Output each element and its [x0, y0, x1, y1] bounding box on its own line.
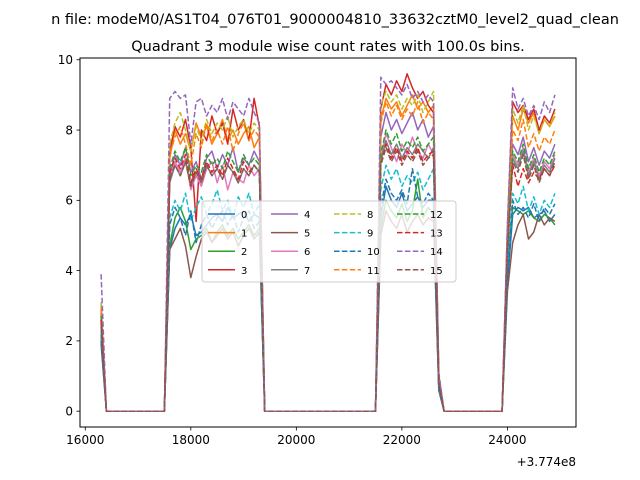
- legend-frame: [201, 200, 457, 283]
- chart-title: Quadrant 3 module wise count rates with …: [131, 39, 525, 55]
- legend-label-15: 15: [430, 266, 443, 277]
- y-tick-label: 0: [65, 404, 73, 418]
- x-tick-label: 20000: [277, 433, 315, 447]
- y-tick-label: 10: [58, 53, 73, 67]
- legend-label-8: 8: [367, 210, 373, 221]
- x-offset-label: +3.774e8: [517, 455, 576, 469]
- legend-label-3: 3: [241, 266, 247, 277]
- legend-label-11: 11: [367, 266, 380, 277]
- legend-label-1: 1: [241, 229, 247, 240]
- y-tick-label: 4: [65, 264, 73, 278]
- legend-label-5: 5: [304, 229, 310, 240]
- x-tick-label: 18000: [172, 433, 210, 447]
- y-tick-label: 6: [65, 194, 73, 208]
- legend-label-12: 12: [430, 210, 443, 221]
- x-axis: 16000 18000 20000 22000 24000: [66, 427, 526, 447]
- legend-label-14: 14: [430, 247, 443, 258]
- legend-label-10: 10: [367, 247, 380, 258]
- legend-label-4: 4: [304, 210, 310, 221]
- legend-label-2: 2: [241, 247, 247, 258]
- x-tick-label: 16000: [66, 433, 104, 447]
- plot-area: [79, 57, 577, 428]
- y-tick-label: 8: [65, 123, 73, 137]
- legend-label-6: 6: [304, 247, 310, 258]
- series-line-15: [100, 146, 556, 412]
- y-tick-label: 2: [65, 334, 73, 348]
- legend-label-9: 9: [367, 229, 373, 240]
- legend-label-0: 0: [241, 210, 247, 221]
- x-tick-label: 24000: [488, 433, 526, 447]
- series-layer: [100, 73, 556, 412]
- y-axis: 0 2 4 6 8 10: [58, 53, 80, 418]
- figure-suptitle: n file: modeM0/AS1T04_076T01_9000004810_…: [51, 12, 619, 28]
- axes-frame: [79, 57, 577, 428]
- x-tick-label: 22000: [383, 433, 421, 447]
- legend-label-13: 13: [430, 229, 443, 240]
- legend-label-7: 7: [304, 266, 310, 277]
